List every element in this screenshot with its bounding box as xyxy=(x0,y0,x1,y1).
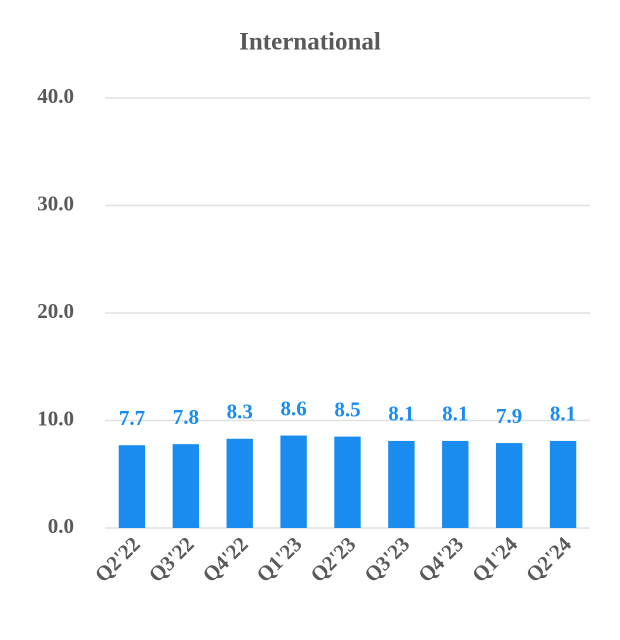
y-tick-label: 20.0 xyxy=(37,299,74,323)
value-label: 8.1 xyxy=(388,402,414,426)
y-tick-label: 0.0 xyxy=(48,514,74,538)
value-label: 7.9 xyxy=(496,404,522,428)
x-tick-label: Q4'22 xyxy=(198,532,253,587)
chart-title: International xyxy=(239,29,381,56)
bar xyxy=(172,444,200,528)
bar xyxy=(118,445,146,528)
x-tick-label: Q3'23 xyxy=(359,532,414,587)
y-tick-label: 10.0 xyxy=(37,406,74,430)
bar xyxy=(226,438,253,528)
value-label: 7.7 xyxy=(119,406,145,430)
y-tick-label: 40.0 xyxy=(37,84,74,108)
bar xyxy=(334,436,361,528)
value-label: 8.1 xyxy=(442,402,468,426)
x-tick-label: Q2'23 xyxy=(306,532,361,587)
x-tick-label: Q3'22 xyxy=(144,532,199,587)
value-label: 8.1 xyxy=(550,402,576,426)
x-tick-label: Q2'24 xyxy=(521,532,576,587)
value-label: 8.6 xyxy=(280,396,306,420)
y-tick-label: 30.0 xyxy=(37,191,74,215)
x-tick-label: Q4'23 xyxy=(413,532,468,587)
x-tick-label: Q1'24 xyxy=(467,532,522,587)
bar xyxy=(495,443,523,528)
bar xyxy=(280,435,307,528)
bar xyxy=(388,440,415,528)
bar xyxy=(549,440,577,528)
bar xyxy=(442,440,469,528)
x-tick-label: Q2'22 xyxy=(90,532,145,587)
value-label: 8.3 xyxy=(227,400,253,424)
x-tick-label: Q1'23 xyxy=(252,532,307,587)
value-label: 8.5 xyxy=(334,397,360,421)
value-label: 7.8 xyxy=(173,405,199,429)
